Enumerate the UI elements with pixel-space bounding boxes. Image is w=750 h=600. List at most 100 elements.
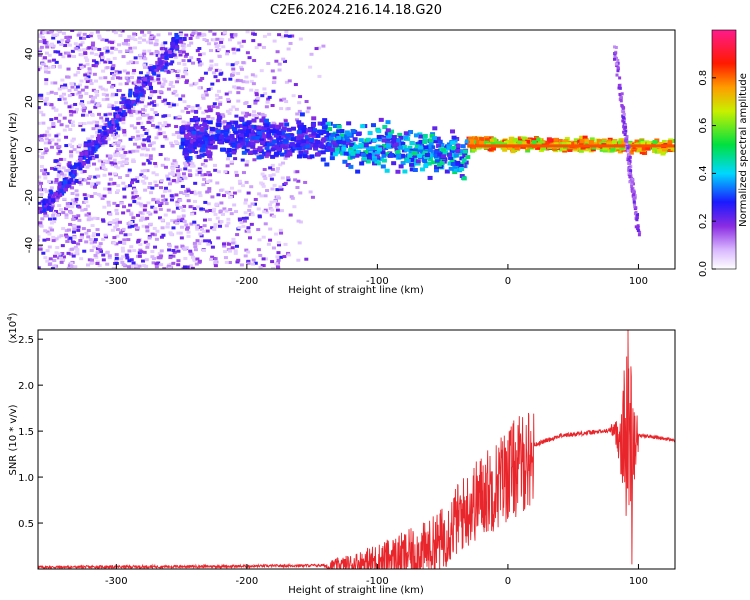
main-band-point (617, 140, 623, 145)
diagonal-streak-point (131, 99, 136, 104)
noise-speckle (242, 219, 247, 223)
noise-speckle (160, 163, 165, 167)
noise-speckle (95, 130, 100, 134)
main-band-point (562, 139, 568, 144)
noise-speckle (203, 239, 208, 243)
main-band-point (284, 122, 290, 127)
main-band-point (428, 141, 434, 146)
main-band-point (382, 125, 388, 130)
noise-speckle (74, 251, 79, 255)
noise-speckle (73, 73, 78, 77)
main-band-point (441, 154, 447, 159)
noise-speckle (253, 74, 258, 78)
noise-speckle (154, 262, 159, 266)
noise-speckle (98, 194, 103, 198)
noise-speckle (195, 49, 200, 53)
diagonal-streak-point (157, 57, 162, 62)
main-band-point (375, 144, 381, 149)
noise-speckle (184, 33, 189, 37)
noise-speckle (44, 147, 49, 151)
noise-speckle (57, 64, 62, 68)
noise-speckle (40, 217, 45, 221)
noise-speckle (62, 173, 67, 177)
noise-speckle (207, 218, 212, 222)
noise-speckle (321, 44, 326, 48)
diagonal-streak-point (127, 109, 132, 114)
main-band-point (660, 151, 666, 156)
noise-speckle (74, 216, 79, 220)
noise-speckle (270, 167, 275, 171)
noise-speckle (96, 247, 101, 251)
noise-speckle (199, 227, 204, 231)
noise-speckle (231, 47, 236, 51)
diagonal-streak-point (114, 119, 119, 124)
noise-speckle (147, 31, 152, 35)
noise-speckle (122, 130, 127, 134)
noise-speckle (111, 118, 116, 122)
noise-speckle (38, 266, 41, 269)
noise-speckle (208, 179, 213, 183)
diagonal-streak-point (53, 192, 58, 197)
noise-speckle (79, 79, 84, 83)
main-band-point (579, 139, 585, 144)
noise-speckle (195, 169, 200, 173)
noise-speckle (149, 191, 154, 195)
noise-speckle (54, 199, 59, 203)
noise-speckle (103, 60, 108, 64)
main-band-point (427, 157, 433, 162)
diagonal-streak-point (104, 123, 109, 128)
noise-speckle (88, 237, 93, 241)
main-band-point (383, 145, 389, 150)
main-band-point (256, 130, 262, 135)
noise-speckle (113, 47, 118, 51)
noise-speckle (112, 158, 117, 162)
noise-speckle (162, 267, 167, 269)
noise-speckle (86, 218, 91, 222)
noise-speckle (76, 242, 81, 246)
steep-streak-point (623, 131, 627, 135)
main-band-point (535, 137, 541, 142)
main-band-point (407, 145, 413, 150)
steep-streak-point (638, 230, 642, 234)
noise-speckle (137, 76, 142, 80)
noise-speckle (127, 259, 132, 263)
noise-speckle (77, 90, 82, 94)
main-band-point (259, 138, 265, 143)
main-band-point (326, 121, 332, 126)
main-band-point (196, 154, 202, 159)
noise-speckle (159, 263, 164, 267)
main-band-core (553, 144, 557, 148)
diagonal-streak-point (69, 180, 74, 185)
noise-speckle (198, 78, 203, 82)
main-band-point (413, 161, 419, 166)
noise-speckle (260, 112, 265, 116)
noise-speckle (111, 64, 116, 68)
noise-speckle (108, 156, 113, 160)
noise-speckle (208, 87, 213, 91)
noise-speckle (43, 102, 48, 106)
noise-speckle (177, 115, 182, 119)
y-tick-label: 40 (24, 48, 35, 61)
steep-streak-point (623, 133, 627, 137)
noise-speckle (213, 212, 218, 216)
noise-speckle (170, 167, 175, 171)
main-band-core (475, 144, 479, 148)
main-band-point (400, 141, 406, 146)
noise-speckle (85, 194, 90, 198)
noise-speckle (115, 204, 120, 208)
noise-speckle (284, 80, 289, 84)
noise-speckle (42, 238, 47, 242)
noise-speckle (272, 80, 277, 84)
main-band-point (348, 149, 354, 154)
noise-speckle (147, 144, 152, 148)
noise-speckle (44, 51, 49, 55)
noise-speckle (276, 167, 281, 171)
noise-speckle (195, 227, 200, 231)
noise-speckle (142, 38, 147, 42)
noise-speckle (262, 87, 267, 91)
main-band-point (333, 143, 339, 148)
noise-speckle (249, 185, 254, 189)
noise-speckle (270, 208, 275, 212)
